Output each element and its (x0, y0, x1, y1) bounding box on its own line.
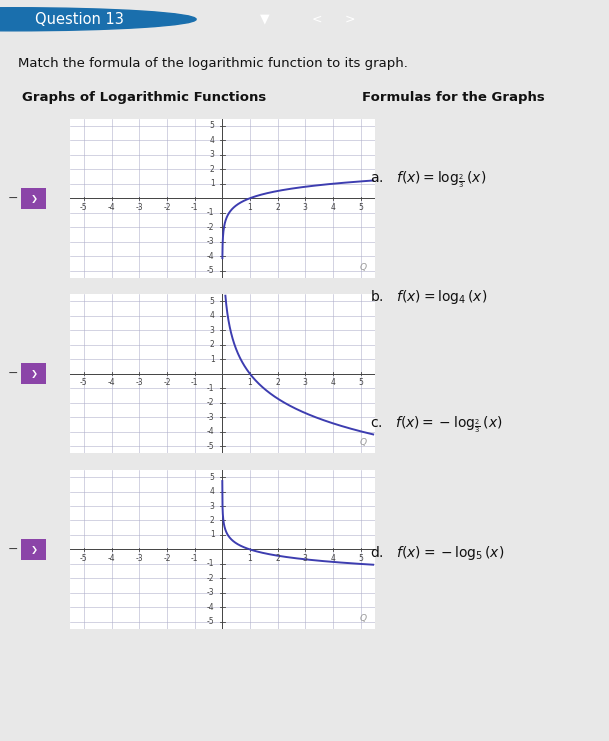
Text: 4: 4 (331, 202, 336, 212)
Text: 3: 3 (303, 202, 308, 212)
Text: 2: 2 (275, 202, 280, 212)
Text: 1: 1 (248, 202, 252, 212)
Text: 1: 1 (248, 378, 252, 388)
Text: -5: -5 (80, 554, 88, 563)
FancyBboxPatch shape (20, 538, 47, 561)
Text: -2: -2 (163, 554, 171, 563)
Text: -5: -5 (207, 266, 214, 275)
Text: -2: -2 (207, 223, 214, 232)
Text: d.   $f(x) = -\log_5(x)$: d. $f(x) = -\log_5(x)$ (370, 544, 504, 562)
Text: -2: -2 (163, 378, 171, 388)
Text: Q: Q (360, 438, 367, 447)
Text: -1: -1 (207, 384, 214, 393)
Text: 1: 1 (209, 531, 214, 539)
Text: -5: -5 (207, 617, 214, 626)
Text: 5: 5 (209, 122, 214, 130)
Text: 5: 5 (358, 378, 363, 388)
Text: Match the formula of the logarithmic function to its graph.: Match the formula of the logarithmic fun… (18, 57, 408, 70)
Text: -1: -1 (191, 554, 199, 563)
Text: 3: 3 (303, 554, 308, 563)
Text: −: − (7, 368, 18, 380)
Text: >: > (345, 13, 356, 26)
Text: −: − (7, 192, 18, 205)
FancyBboxPatch shape (20, 362, 47, 385)
Text: <: < (311, 13, 322, 26)
Text: ▼: ▼ (260, 13, 270, 26)
Text: ❯: ❯ (30, 193, 38, 203)
Text: -4: -4 (108, 378, 115, 388)
Text: −: − (7, 543, 18, 556)
Text: 2: 2 (209, 516, 214, 525)
Text: 4: 4 (331, 378, 336, 388)
Text: -5: -5 (207, 442, 214, 451)
Text: a.   $f(x) = \log_{\frac{2}{3}}(x)$: a. $f(x) = \log_{\frac{2}{3}}(x)$ (370, 170, 487, 190)
Text: 2: 2 (209, 165, 214, 173)
Text: -1: -1 (207, 208, 214, 217)
Text: 3: 3 (209, 150, 214, 159)
Text: -1: -1 (207, 559, 214, 568)
Text: ❯: ❯ (30, 545, 38, 554)
Text: -3: -3 (207, 413, 214, 422)
Text: ❯: ❯ (30, 369, 38, 379)
Text: -3: -3 (207, 588, 214, 597)
Circle shape (0, 7, 196, 31)
Text: -2: -2 (163, 202, 171, 212)
Text: 5: 5 (209, 473, 214, 482)
Text: -1: -1 (191, 378, 199, 388)
Text: -3: -3 (135, 554, 143, 563)
Text: -4: -4 (207, 252, 214, 261)
Text: Formulas for the Graphs: Formulas for the Graphs (362, 90, 544, 104)
Text: -3: -3 (135, 378, 143, 388)
Text: 5: 5 (209, 297, 214, 306)
Text: -5: -5 (80, 202, 88, 212)
Text: 5: 5 (358, 202, 363, 212)
Text: 3: 3 (303, 378, 308, 388)
Text: c.   $f(x) = -\log_{\frac{2}{3}}(x)$: c. $f(x) = -\log_{\frac{2}{3}}(x)$ (370, 414, 502, 435)
Text: -2: -2 (207, 399, 214, 408)
Text: 3: 3 (209, 502, 214, 511)
Text: 3: 3 (209, 326, 214, 335)
Text: b.   $f(x) = \log_4(x)$: b. $f(x) = \log_4(x)$ (370, 288, 487, 306)
Text: 4: 4 (209, 136, 214, 144)
Text: 1: 1 (209, 355, 214, 364)
Text: 2: 2 (275, 378, 280, 388)
Text: Q: Q (360, 262, 367, 271)
Text: Graphs of Logarithmic Functions: Graphs of Logarithmic Functions (22, 90, 266, 104)
Text: Q: Q (360, 614, 367, 622)
Text: -3: -3 (135, 202, 143, 212)
Text: 2: 2 (209, 340, 214, 349)
Text: -4: -4 (207, 428, 214, 436)
Text: -1: -1 (191, 202, 199, 212)
Text: 4: 4 (209, 487, 214, 496)
Text: -4: -4 (207, 603, 214, 612)
FancyBboxPatch shape (20, 187, 47, 210)
Text: 1: 1 (209, 179, 214, 188)
Text: 4: 4 (331, 554, 336, 563)
Text: -4: -4 (108, 202, 115, 212)
Text: -2: -2 (207, 574, 214, 583)
Text: 1: 1 (248, 554, 252, 563)
Text: 5: 5 (358, 554, 363, 563)
Text: -4: -4 (108, 554, 115, 563)
Text: 4: 4 (209, 311, 214, 320)
Text: -5: -5 (80, 378, 88, 388)
Text: 2: 2 (275, 554, 280, 563)
Text: -3: -3 (207, 237, 214, 246)
Text: Question 13: Question 13 (35, 12, 124, 27)
